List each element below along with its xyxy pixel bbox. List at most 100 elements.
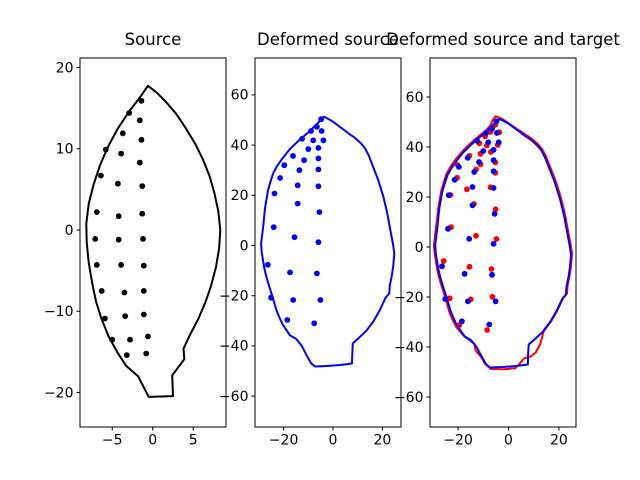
- y-tick-label: −60: [219, 389, 249, 405]
- landmark-dot: [466, 263, 473, 270]
- landmark-dot: [476, 159, 482, 165]
- landmark-dot: [445, 225, 451, 232]
- deformed-outline-path: [434, 117, 572, 369]
- subplot-deformed-source: −20 0 20 60 40 20 0 −20 −40 −60: [219, 57, 402, 449]
- landmark-dot: [439, 263, 445, 270]
- landmark-dot: [109, 336, 116, 343]
- landmark-dot: [474, 137, 480, 144]
- y-tick-label: −60: [394, 390, 424, 406]
- landmark-dot: [466, 235, 473, 242]
- y-tick-label: −20: [394, 290, 424, 306]
- landmark-dot: [492, 206, 499, 213]
- landmark-dot: [93, 209, 100, 216]
- landmark-dot: [294, 182, 301, 189]
- y-tick-label: 40: [231, 138, 249, 154]
- landmark-dot: [127, 336, 133, 343]
- landmark-dot: [92, 236, 99, 242]
- landmark-dot: [315, 239, 322, 246]
- landmark-dot: [484, 327, 490, 333]
- subplot-source: −5 0 5 20 10 0 −10 −20: [44, 57, 227, 449]
- landmark-dot: [121, 289, 128, 296]
- y-tick-label: 10: [56, 142, 74, 158]
- landmark-dot: [314, 270, 320, 277]
- subplot-title-source: Source: [124, 30, 182, 49]
- landmark-dot: [118, 262, 124, 268]
- landmark-dot: [469, 184, 476, 190]
- landmark-dot: [456, 164, 462, 170]
- landmark-dot: [318, 128, 325, 134]
- landmark-dot: [464, 154, 471, 161]
- y-tick-label: 20: [406, 190, 424, 206]
- landmark-dot: [315, 166, 322, 173]
- landmark-dot: [486, 321, 493, 328]
- landmark-dot: [493, 118, 500, 125]
- landmark-dot: [264, 261, 271, 268]
- landmark-dot: [299, 135, 305, 142]
- landmark-dot: [268, 294, 274, 301]
- landmark-dot: [495, 139, 502, 146]
- axes-frame: [79, 57, 227, 428]
- landmark-dot: [316, 209, 323, 216]
- landmark-dot: [440, 258, 447, 264]
- deformed-landmarks: [264, 116, 327, 327]
- landmark-dot: [308, 128, 314, 134]
- landmark-dot: [317, 297, 324, 303]
- subplot-deformed-source-and-target: −20 0 20 60 40 20 0 −20 −40 −60: [394, 57, 577, 449]
- y-tick-label: −20: [219, 289, 249, 305]
- landmark-dot: [93, 262, 100, 268]
- landmark-dot: [145, 333, 151, 340]
- landmark-dot: [488, 266, 495, 272]
- y-tick-label: 0: [240, 238, 249, 254]
- landmark-dot: [102, 146, 109, 153]
- landmark-dot: [315, 145, 322, 151]
- y-tick-label: −10: [44, 304, 74, 320]
- axes-frame: [429, 57, 577, 428]
- x-tick-label: 0: [329, 433, 338, 449]
- axes-frame: [254, 57, 402, 428]
- y-tick-label: 0: [415, 240, 424, 256]
- landmark-dot: [465, 298, 471, 305]
- landmark-dot: [490, 146, 497, 153]
- landmark-dot: [491, 210, 498, 217]
- landmark-dot: [122, 313, 129, 319]
- landmark-dot: [118, 150, 124, 157]
- deformed-outline-path: [260, 115, 396, 368]
- y-tick-label: 20: [231, 188, 249, 204]
- subplot-title-deformed-source: Deformed source: [257, 30, 399, 49]
- landmark-dot: [461, 270, 468, 277]
- landmark-dot: [284, 317, 291, 323]
- landmark-dot: [140, 288, 147, 294]
- landmark-dot: [459, 318, 465, 325]
- landmark-dot: [469, 202, 476, 209]
- landmark-dot: [320, 137, 327, 144]
- landmark-dot: [115, 180, 121, 187]
- landmark-dot: [318, 116, 324, 123]
- landmark-dot: [480, 148, 487, 154]
- landmark-dot: [490, 240, 497, 247]
- landmark-dot: [471, 169, 478, 175]
- landmark-dot: [115, 236, 122, 243]
- landmark-dot: [139, 210, 146, 217]
- y-tick-label: −40: [219, 339, 249, 355]
- y-tick-label: 60: [406, 90, 424, 106]
- target-outline-path: [432, 115, 573, 371]
- landmark-dot: [490, 185, 497, 191]
- x-tick-label: 0: [504, 433, 513, 449]
- landmark-dot: [119, 130, 126, 137]
- x-tick-label: −5: [102, 433, 123, 449]
- landmark-dot: [305, 146, 312, 153]
- landmark-dot: [277, 175, 283, 181]
- landmark-dot: [473, 232, 479, 239]
- landmark-dot: [493, 236, 500, 242]
- landmark-dot: [485, 139, 492, 146]
- landmark-dot: [115, 213, 122, 220]
- landmark-dot: [138, 97, 145, 104]
- landmark-dot: [451, 176, 458, 183]
- landmark-dot: [270, 224, 277, 231]
- landmark-dot: [311, 320, 318, 327]
- landmark-dot: [271, 190, 278, 197]
- landmark-dot: [301, 157, 307, 164]
- y-tick-label: 20: [56, 60, 74, 76]
